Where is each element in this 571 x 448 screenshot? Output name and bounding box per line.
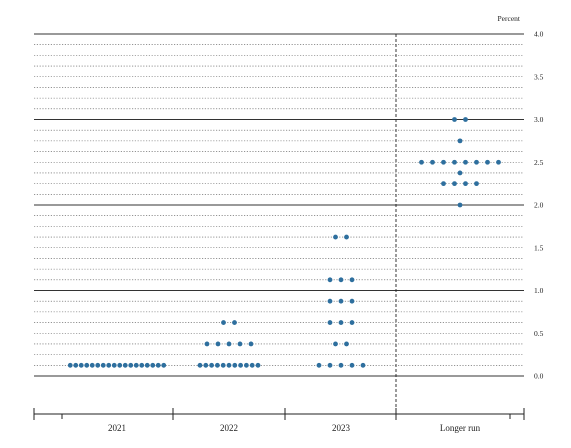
dot <box>463 117 468 122</box>
dot <box>226 362 232 368</box>
y-tick-label: 0.5 <box>534 329 544 338</box>
dot <box>327 277 333 283</box>
dot <box>117 362 123 368</box>
dot <box>95 362 101 368</box>
dot <box>215 362 220 368</box>
dot <box>106 362 112 368</box>
dot <box>485 159 490 165</box>
dot <box>197 362 203 368</box>
dot <box>155 362 161 368</box>
x-category-label: 2022 <box>220 423 238 433</box>
x-axis: 2021 2022 2023 Longer run <box>33 34 525 433</box>
dot <box>419 159 424 165</box>
dot <box>255 362 261 368</box>
dot <box>133 362 139 368</box>
dot <box>232 320 237 325</box>
y-tick-label: 2.0 <box>534 201 544 210</box>
dot <box>84 362 90 368</box>
dot <box>344 234 349 240</box>
dot <box>209 362 215 368</box>
dot <box>215 341 221 347</box>
dot <box>78 362 84 368</box>
dot <box>144 362 150 368</box>
y-tick-label: 3.0 <box>534 115 544 124</box>
dot <box>349 320 355 325</box>
dot <box>463 159 468 165</box>
dot <box>338 298 344 304</box>
dot <box>430 159 435 165</box>
dot <box>100 362 106 368</box>
y-tick-label: 2.5 <box>534 158 544 167</box>
dot <box>203 362 209 368</box>
dot <box>349 277 355 283</box>
dot <box>204 341 210 347</box>
dot <box>474 159 479 165</box>
dot <box>327 320 333 325</box>
dot <box>111 362 117 368</box>
dot <box>220 362 226 368</box>
x-category-label: Longer run <box>440 423 481 433</box>
y-tick-label: 3.5 <box>534 72 544 81</box>
dot <box>238 362 244 368</box>
dot <box>73 362 79 368</box>
dot <box>338 277 344 283</box>
dot <box>360 362 366 368</box>
dot <box>349 298 355 304</box>
dot <box>161 362 167 368</box>
dot <box>457 170 463 176</box>
dot <box>226 341 232 347</box>
dot <box>349 362 355 368</box>
y-axis-ticks: 0.0 0.5 1.0 1.5 2.0 2.5 3.0 3.5 4.0 <box>534 30 544 381</box>
dot <box>128 362 134 368</box>
dot <box>441 181 446 187</box>
y-tick-label: 4.0 <box>534 30 544 39</box>
dot <box>316 362 322 368</box>
dot <box>333 341 338 347</box>
dot <box>89 362 95 368</box>
y-tick-label: 1.0 <box>534 286 544 295</box>
dot <box>248 341 254 347</box>
dot <box>474 181 479 187</box>
dot <box>122 362 128 368</box>
y-tick-label: 1.5 <box>534 243 544 252</box>
dot <box>452 181 457 187</box>
dot <box>338 362 344 368</box>
dot <box>327 362 333 368</box>
dot <box>338 320 344 325</box>
dot <box>452 159 457 165</box>
y-axis-unit-label: Percent <box>498 14 521 23</box>
dot <box>150 362 156 368</box>
dot <box>244 362 249 368</box>
dot <box>457 138 463 144</box>
x-category-label: 2021 <box>108 423 126 433</box>
dot <box>463 181 468 187</box>
dot <box>457 202 463 208</box>
gridlines <box>34 33 524 377</box>
dots <box>67 117 501 368</box>
dot <box>333 234 338 240</box>
dot <box>221 320 226 325</box>
dot <box>496 159 501 165</box>
dot <box>327 298 333 304</box>
y-tick-label: 0.0 <box>534 372 544 381</box>
dot <box>441 159 446 165</box>
dot <box>237 341 243 347</box>
dot <box>452 117 457 122</box>
dot <box>67 362 73 368</box>
dot <box>344 341 349 347</box>
dot <box>249 362 255 368</box>
x-category-label: 2023 <box>332 423 351 433</box>
dot <box>139 362 145 368</box>
dot <box>232 362 238 368</box>
